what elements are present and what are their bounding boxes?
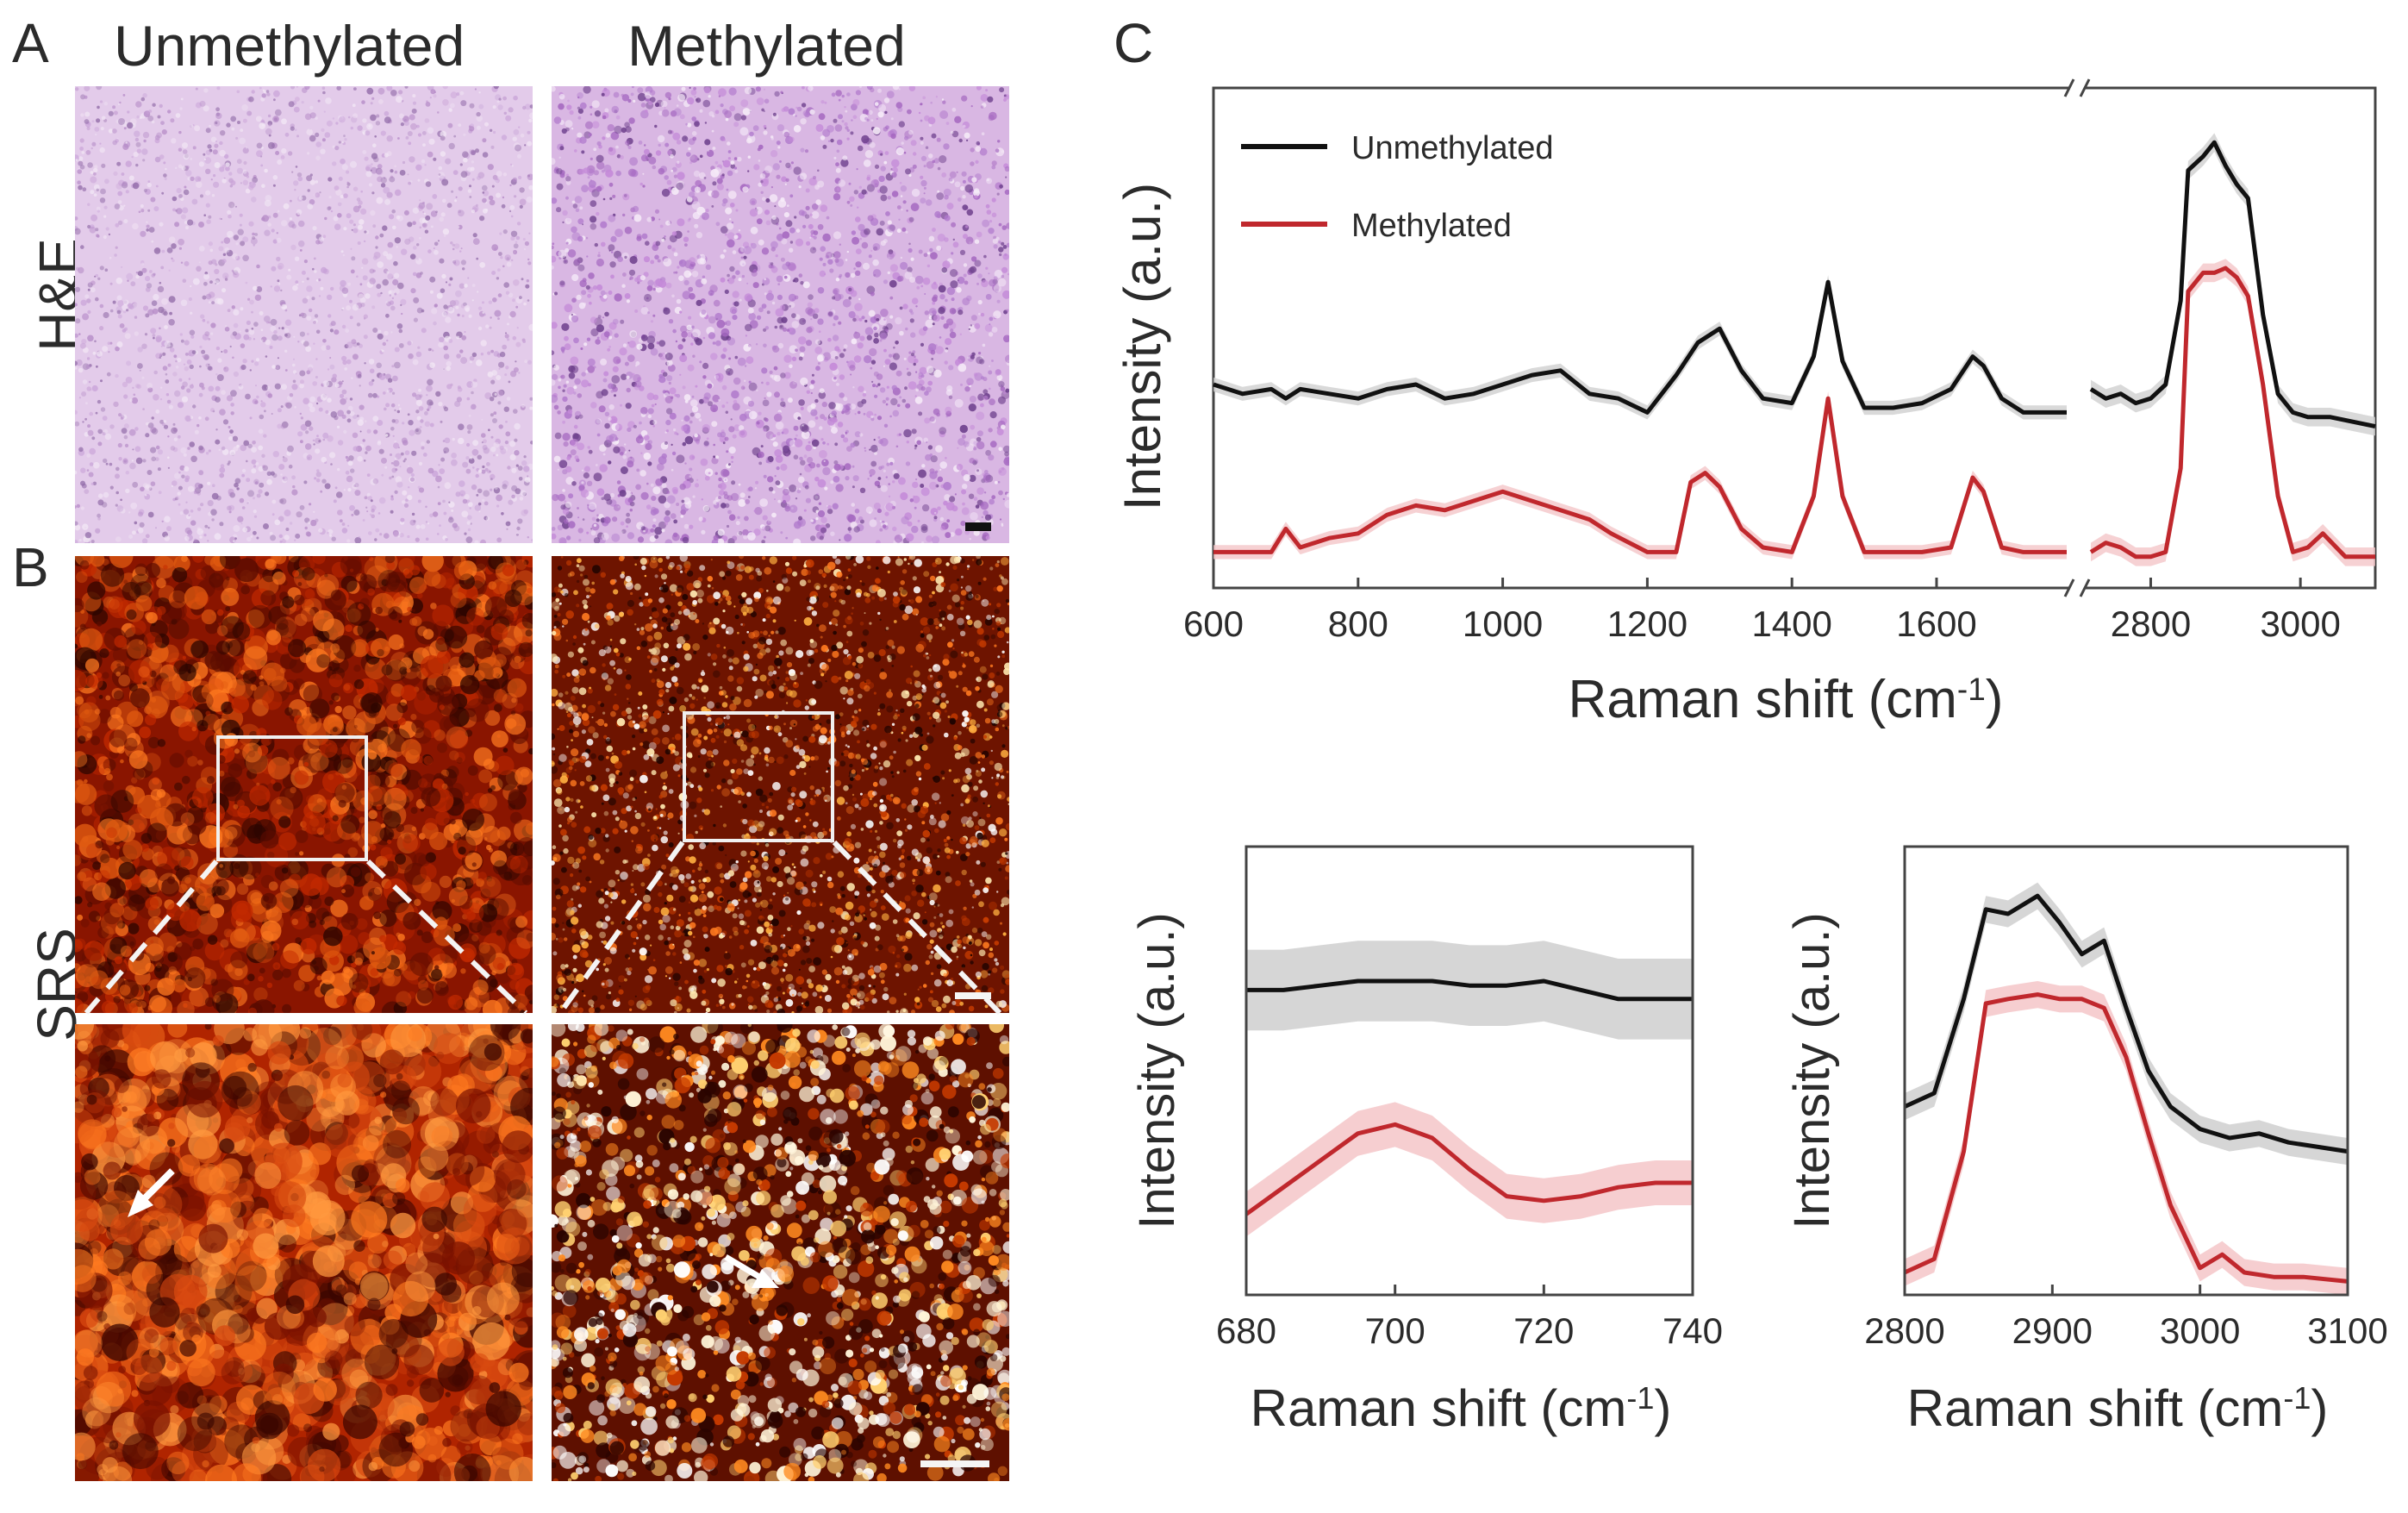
panel-label-a: A: [12, 12, 49, 74]
panel-label-b: B: [12, 536, 49, 598]
chart-zoom-700: 680 700 720 740 Raman shift (cm-1) Intensity …: [1129, 845, 1723, 1437]
legend-label: Unmethylated: [1351, 130, 1553, 166]
tissue-texture: [552, 86, 1009, 543]
he-image-unmethylated: [75, 86, 533, 543]
series-line-unmethylated: [1213, 279, 2067, 415]
axis-break-mark: [2079, 78, 2091, 97]
x-tick-label: 3000: [2160, 1310, 2240, 1351]
zoom-guides: [84, 840, 1002, 1288]
series-line-unmethylated: [1246, 978, 1693, 1002]
zoom-guide-line: [558, 841, 685, 1015]
srs-image-methylated: [552, 556, 1009, 1013]
x-tick-label: 3100: [2307, 1310, 2387, 1351]
x-axis-label: Raman shift (cm-1): [1569, 670, 2004, 729]
arrow-icon: [128, 1168, 175, 1217]
chart-main: 600 800 1000 1200 1400 1600 2800 3000 Unmethylat…: [1114, 78, 2377, 729]
x-tick-label: 1000: [1463, 603, 1543, 644]
plot-frame: [1245, 845, 1694, 1297]
series-band: [1246, 941, 1693, 1040]
x-axis-label: Raman shift (cm-1): [1907, 1379, 2329, 1437]
scale-bar: [955, 992, 991, 999]
x-tick-label: 1600: [1896, 603, 1976, 644]
arrow-icon: [724, 1254, 779, 1288]
panel-label-c: C: [1114, 12, 1154, 74]
zoom-guide-line: [84, 860, 219, 1015]
tissue-texture: [552, 1024, 1009, 1481]
chart-zoom-2900: 2800 2900 3000 3100 Raman shift (cm-1) Intens…: [1784, 845, 2388, 1437]
tissue-texture: [75, 86, 533, 543]
x-tick-label: 800: [1328, 603, 1388, 644]
axis-break-mark: [2063, 578, 2075, 597]
x-tick-label: 1400: [1751, 603, 1831, 644]
plot-frame: [1212, 86, 2377, 590]
column-title-unmethylated: Unmethylated: [114, 14, 465, 78]
srs-zoom-methylated: [552, 1024, 1009, 1481]
axis-break-gap: [2070, 83, 2086, 93]
series-line-methylated: [1903, 992, 2349, 1284]
zoom-region-box: [683, 711, 834, 842]
he-image-methylated: [552, 86, 1009, 543]
zoom-region-box: [216, 735, 368, 861]
series-band: [1213, 391, 2067, 560]
column-title-methylated: Methylated: [627, 14, 906, 78]
tissue-texture: [75, 556, 533, 1013]
x-tick-label: 740: [1663, 1310, 1723, 1351]
x-tick-label: 2800: [1864, 1310, 1944, 1351]
srs-image-unmethylated: [75, 556, 533, 1013]
x-tick-label: 3000: [2260, 603, 2340, 644]
srs-zoom-unmethylated: [75, 1024, 533, 1481]
series-line-methylated: [2089, 266, 2375, 560]
series-line-unmethylated: [1903, 893, 2349, 1154]
axis-break-mark: [2079, 578, 2091, 597]
x-axis-label: Raman shift (cm-1): [1251, 1379, 1672, 1437]
axis-break-gap: [2070, 583, 2086, 593]
tissue-texture: [552, 556, 1009, 1013]
x-tick-label: 700: [1365, 1310, 1425, 1351]
axis-break-mark: [2063, 78, 2075, 97]
series-line-methylated: [1213, 396, 2067, 554]
scale-bar: [920, 1460, 989, 1467]
tissue-texture: [75, 1024, 533, 1481]
y-axis-label: Intensity (a.u.): [1784, 912, 1840, 1229]
series-line-methylated: [1245, 1122, 1693, 1216]
legend-label: Methylated: [1351, 208, 1512, 244]
x-tick-label: 2900: [2012, 1310, 2093, 1351]
x-tick-label: 720: [1513, 1310, 1574, 1351]
y-axis-label: Intensity (a.u.): [1129, 912, 1185, 1229]
x-tick-label: 1200: [1607, 603, 1687, 644]
x-tick-label: 600: [1183, 603, 1244, 644]
zoom-guide-line: [832, 840, 1002, 1016]
x-tick-label: 680: [1216, 1310, 1276, 1351]
plot-frame: [1903, 845, 2349, 1297]
x-tick-label: 2800: [2111, 603, 2191, 644]
y-axis-label: Intensity (a.u.): [1114, 183, 1171, 510]
series-line-unmethylated: [2089, 140, 2376, 429]
zoom-guide-line: [365, 859, 528, 1016]
scale-bar: [965, 522, 991, 531]
series-band: [1905, 882, 2348, 1166]
